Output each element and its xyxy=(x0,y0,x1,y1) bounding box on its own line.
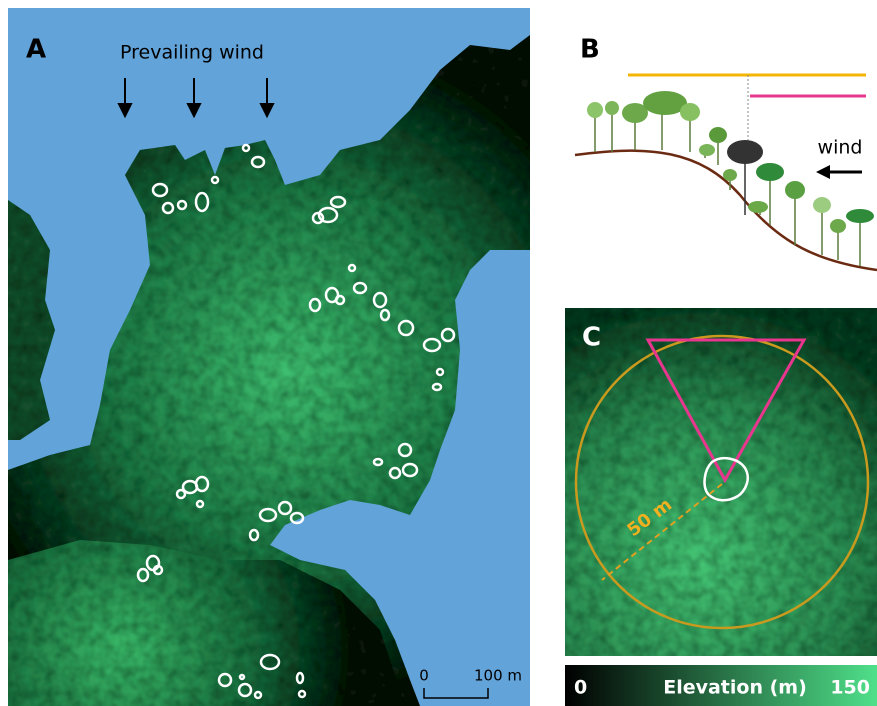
ground xyxy=(575,151,877,270)
wind-label: wind xyxy=(818,137,863,159)
canopy-image xyxy=(565,308,877,656)
trees xyxy=(587,91,874,266)
colorbar-title: Elevation (m) xyxy=(663,677,807,699)
colorbar-min: 0 xyxy=(574,677,587,699)
panel-label: B xyxy=(580,35,600,65)
panel-a: A Prevailing wind 0 100 m xyxy=(8,8,530,706)
scale-end: 100 m xyxy=(474,667,522,685)
wind-annotation: Prevailing wind xyxy=(120,42,264,64)
panel-label: C xyxy=(582,323,601,353)
panel-b: B wind xyxy=(575,35,877,271)
scale-start: 0 xyxy=(419,667,429,685)
colorbar-max: 150 xyxy=(830,677,870,699)
panel-c: C 50 m xyxy=(565,308,877,656)
colorbar: 0 Elevation (m) 150 xyxy=(565,665,877,706)
panel-label: A xyxy=(26,35,46,65)
wind-arrowhead xyxy=(816,165,830,179)
figure: A Prevailing wind 0 100 m B wind C 50 m … xyxy=(0,0,877,706)
